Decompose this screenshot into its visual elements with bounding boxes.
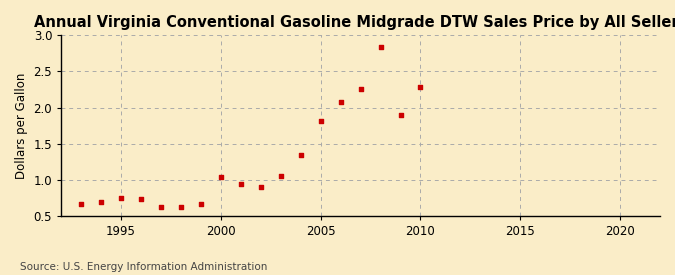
Point bbox=[255, 185, 266, 189]
Point bbox=[196, 202, 207, 206]
Point bbox=[176, 204, 186, 209]
Point bbox=[355, 87, 366, 91]
Point bbox=[76, 202, 86, 206]
Point bbox=[335, 100, 346, 104]
Point bbox=[415, 84, 426, 89]
Point bbox=[375, 45, 386, 49]
Point bbox=[275, 174, 286, 178]
Point bbox=[115, 196, 126, 200]
Point bbox=[215, 175, 226, 179]
Point bbox=[395, 113, 406, 117]
Y-axis label: Dollars per Gallon: Dollars per Gallon bbox=[15, 73, 28, 179]
Point bbox=[156, 205, 167, 210]
Point bbox=[296, 152, 306, 157]
Point bbox=[236, 182, 246, 186]
Point bbox=[136, 196, 146, 201]
Point bbox=[96, 199, 107, 204]
Text: Source: U.S. Energy Information Administration: Source: U.S. Energy Information Administ… bbox=[20, 262, 267, 272]
Title: Annual Virginia Conventional Gasoline Midgrade DTW Sales Price by All Sellers: Annual Virginia Conventional Gasoline Mi… bbox=[34, 15, 675, 30]
Point bbox=[315, 119, 326, 123]
